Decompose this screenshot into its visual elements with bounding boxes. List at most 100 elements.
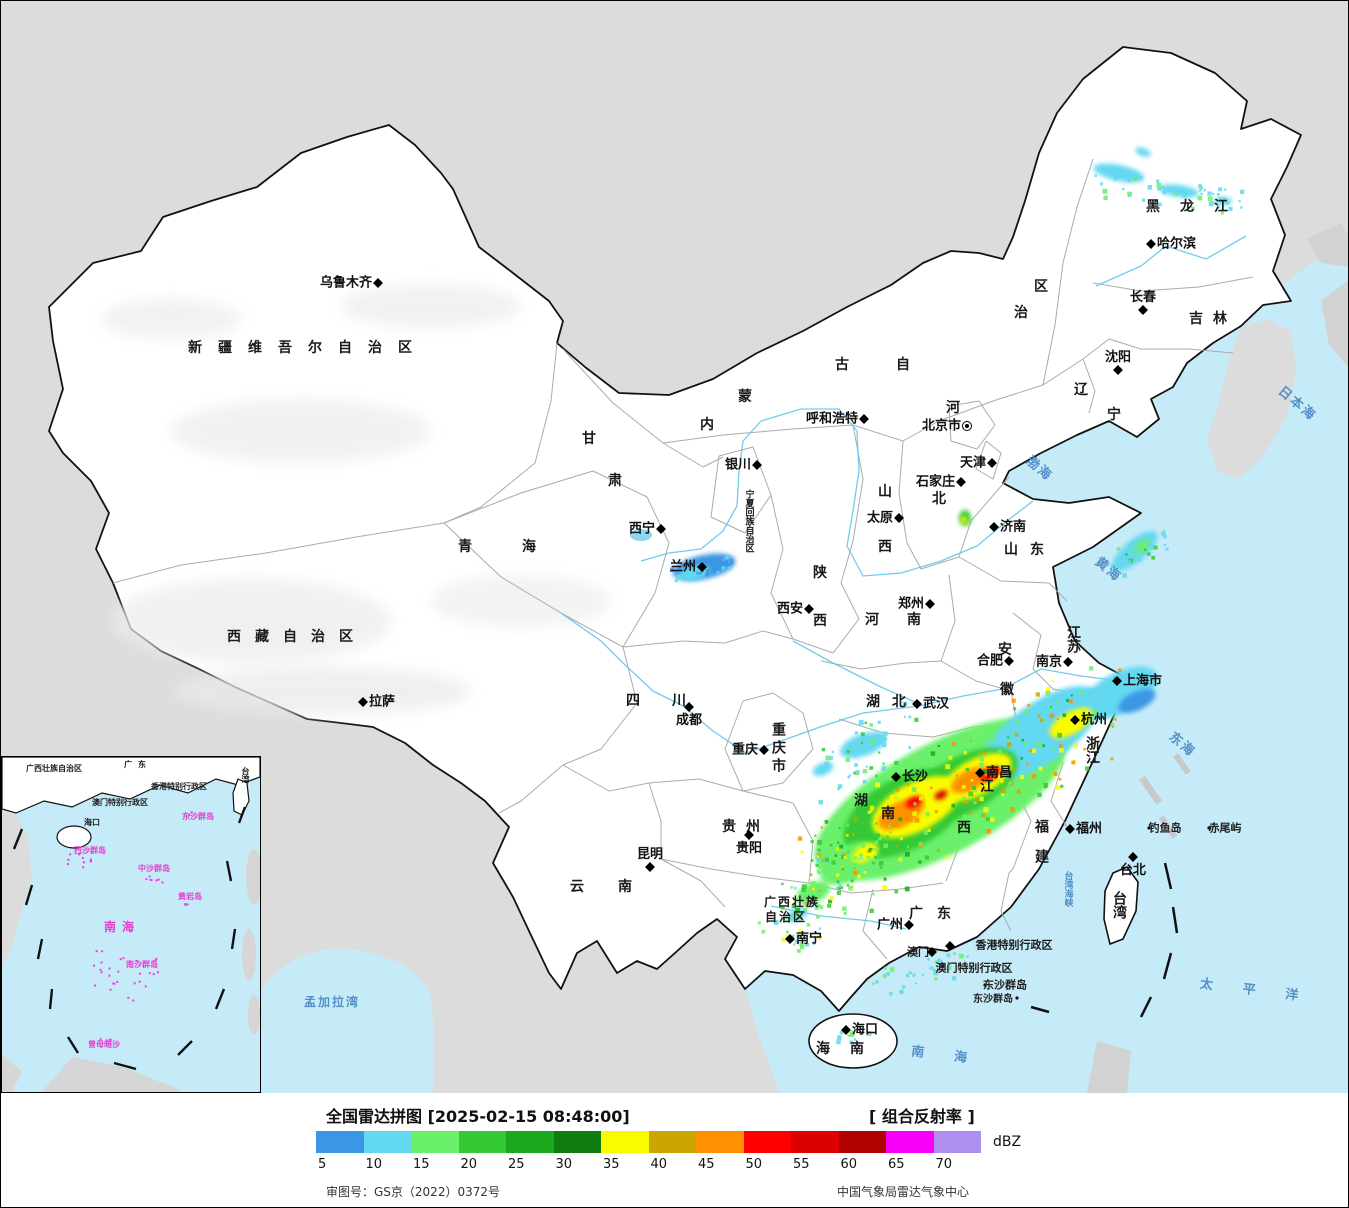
radar-echo-speckle	[1043, 782, 1048, 788]
radar-echo-speckle	[1044, 720, 1048, 724]
inset-island-mark	[139, 972, 142, 975]
radar-echo-speckle	[1070, 694, 1073, 697]
radar-echo-speckle	[869, 723, 873, 727]
legend-color-cell	[363, 1131, 411, 1153]
inset-island-mark	[116, 981, 119, 984]
radar-echo-speckle	[1020, 757, 1024, 760]
inset-island-mark	[67, 858, 70, 861]
ryukyu-islands	[1139, 753, 1191, 839]
inset-island-mark	[117, 970, 120, 973]
radar-echo-speckle	[727, 566, 732, 571]
radar-echo-speckle	[934, 960, 938, 964]
radar-echo-speckle	[1113, 176, 1118, 181]
radar-echo-speckle	[874, 855, 878, 859]
radar-echo-speckle	[921, 973, 925, 977]
radar-echo-speckle	[1019, 774, 1025, 780]
radar-echo-speckle	[845, 757, 850, 763]
radar-echo-speckle	[842, 906, 847, 911]
radar-echo-speckle	[981, 813, 986, 818]
radar-echo-speckle	[1151, 555, 1156, 560]
radar-echo-speckle	[853, 856, 857, 860]
radar-echo-speckle	[1223, 196, 1226, 200]
radar-echo-speckle	[1162, 190, 1167, 195]
radar-echo-speckle	[813, 889, 817, 893]
radar-echo-speckle	[923, 830, 928, 835]
radar-echo-speckle	[1049, 713, 1054, 719]
inset-vietnam-land	[2, 809, 32, 967]
radar-echo-speckle	[986, 828, 992, 834]
radar-echo-speckle	[871, 850, 877, 856]
radar-echo-speckle	[1127, 191, 1133, 197]
radar-echo-speckle	[1006, 742, 1012, 747]
inset-island-mark	[109, 1038, 112, 1041]
radar-echo-speckle	[837, 863, 842, 868]
legend-tick-label: 55	[793, 1157, 810, 1172]
radar-echo-speckle	[1145, 551, 1148, 555]
legend-tick-label: 20	[460, 1157, 478, 1172]
radar-echo-speckle	[1008, 781, 1012, 786]
radar-echo-speckle	[982, 751, 986, 755]
radar-echo-speckle	[1082, 711, 1086, 715]
legend-color-cell	[411, 1131, 459, 1153]
radar-echo-speckle	[872, 982, 875, 985]
radar-echo-speckle	[811, 895, 816, 900]
radar-echo-speckle	[824, 853, 828, 856]
legend-tick-label: 25	[508, 1157, 525, 1172]
inset-sea	[2, 757, 260, 1092]
radar-echo-speckle	[1024, 741, 1028, 745]
radar-echo-speckle	[872, 866, 877, 871]
radar-echo-speckle	[866, 855, 870, 859]
radar-echo-speckle	[790, 937, 795, 942]
inset-island-mark	[109, 988, 112, 991]
radar-echo-blob	[1093, 163, 1145, 183]
radar-echo-speckle	[796, 935, 800, 938]
china-radar-map[interactable]: 新疆维吾尔自治区 西藏自治区 青海甘肃宁夏回族自治区内蒙古自治区黑龙江 吉林辽宁河北山…	[1, 1, 1348, 1093]
radar-echo-speckle	[966, 955, 969, 959]
radar-echo-speckle	[728, 559, 734, 565]
radar-echo-speckle	[674, 579, 679, 583]
radar-echo-speckle	[846, 860, 850, 864]
radar-echo-speckle	[895, 796, 898, 799]
radar-echo-speckle	[853, 771, 856, 775]
radar-echo-speckle	[1042, 744, 1046, 748]
radar-echo-speckle	[867, 810, 872, 814]
radar-echo-speckle	[1037, 714, 1041, 718]
radar-echo-speckle	[1058, 743, 1063, 748]
radar-echo-blob	[961, 516, 967, 524]
radar-echo-speckle	[914, 982, 917, 985]
radar-echo-speckle	[901, 985, 906, 989]
radar-echo-speckle	[1138, 176, 1142, 180]
radar-echo-speckle	[816, 914, 820, 919]
radar-echo-speckle	[998, 749, 1003, 754]
radar-echo-speckle	[862, 779, 867, 784]
radar-echo-speckle	[817, 839, 822, 845]
radar-echo-speckle	[878, 861, 884, 866]
radar-echo-speckle	[1006, 736, 1010, 739]
radar-echo-speckle	[1134, 550, 1139, 555]
radar-echo-speckle	[1147, 184, 1153, 190]
radar-echo-speckle	[976, 798, 980, 802]
radar-echo-speckle	[811, 859, 814, 862]
radar-echo-speckle	[855, 834, 858, 837]
radar-echo-speckle	[974, 789, 978, 793]
radar-echo-speckle	[1114, 677, 1119, 682]
radar-echo-speckle	[1156, 179, 1160, 183]
radar-echo-speckle	[1207, 196, 1213, 202]
radar-echo-speckle	[894, 889, 899, 894]
inset-island-mark	[155, 879, 158, 882]
radar-echo-speckle	[872, 893, 875, 896]
radar-echo-speckle	[857, 874, 861, 879]
inset-island-mark	[119, 958, 122, 961]
radar-echo-speckle	[970, 775, 974, 779]
radar-echo-speckle	[829, 896, 834, 901]
radar-echo-speckle	[828, 899, 833, 904]
terrain-shading	[101, 284, 611, 715]
radar-echo-speckle	[1079, 719, 1083, 723]
radar-echo-speckle	[929, 966, 934, 970]
radar-echo-speckle	[979, 796, 984, 802]
radar-echo-speckle	[1149, 544, 1155, 550]
producer: 中国气象局雷达气象中心	[837, 1185, 970, 1199]
radar-echo-speckle	[988, 780, 992, 784]
radar-echo-speckle	[696, 568, 701, 573]
